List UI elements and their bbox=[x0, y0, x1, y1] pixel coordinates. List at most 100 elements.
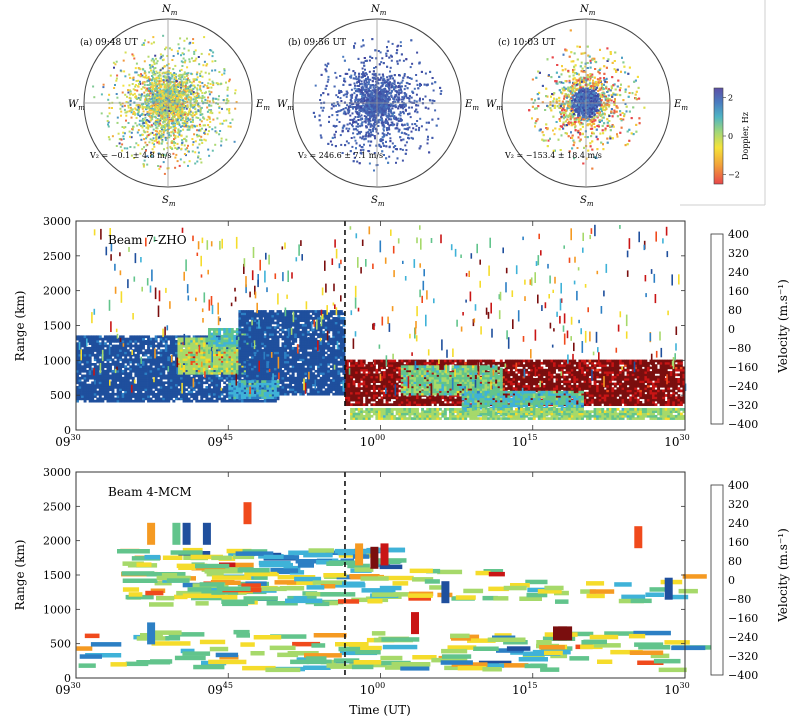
skymap-point bbox=[176, 111, 179, 114]
skymap-point bbox=[399, 41, 402, 44]
skymap-point bbox=[200, 70, 203, 73]
skymap-point bbox=[369, 55, 372, 58]
skymap-point bbox=[145, 95, 148, 98]
skymap-point bbox=[385, 157, 388, 160]
skymap-point bbox=[142, 86, 145, 89]
skymap-point bbox=[405, 95, 408, 98]
skymap-point bbox=[202, 85, 205, 88]
skymap-point bbox=[439, 92, 442, 95]
skymap-point bbox=[139, 80, 141, 83]
skymap-point bbox=[151, 112, 154, 115]
skymap-point bbox=[137, 74, 140, 77]
skymap-point bbox=[166, 109, 168, 112]
skymap-point bbox=[131, 53, 134, 56]
skymap-point bbox=[163, 172, 166, 175]
skymap-point bbox=[124, 126, 127, 129]
skymap-point bbox=[179, 114, 182, 117]
skymap-point bbox=[385, 55, 388, 57]
skymap-point bbox=[397, 119, 400, 122]
skymap-point bbox=[202, 124, 205, 127]
skymap-point bbox=[381, 113, 384, 116]
skymap-point bbox=[111, 107, 113, 109]
skymap-point bbox=[367, 81, 370, 84]
skymap-point bbox=[185, 107, 188, 110]
skymap-point bbox=[176, 103, 179, 106]
skymap-point bbox=[120, 138, 123, 141]
skymap-point bbox=[148, 98, 151, 100]
skymap-point bbox=[145, 104, 148, 107]
skymap-point bbox=[131, 128, 134, 131]
skymap-point bbox=[158, 77, 161, 80]
skymap-point bbox=[168, 89, 170, 91]
skymap-point bbox=[146, 134, 149, 137]
skymap-point bbox=[353, 73, 356, 76]
skymap-point bbox=[130, 111, 133, 114]
skymap-point bbox=[169, 102, 172, 105]
skymap-point bbox=[319, 99, 322, 101]
skymap-point bbox=[320, 73, 323, 76]
skymap-point bbox=[207, 82, 210, 85]
skymap-point bbox=[349, 114, 352, 117]
skymap-point bbox=[147, 98, 150, 101]
skymap-point bbox=[170, 48, 173, 51]
skymap-point bbox=[161, 91, 164, 94]
skymap-point bbox=[408, 97, 411, 100]
skymap-point bbox=[168, 47, 171, 50]
skymap-point bbox=[163, 105, 166, 108]
skymap-point bbox=[148, 71, 151, 74]
skymap-point bbox=[408, 95, 411, 98]
skymap-point bbox=[214, 69, 217, 72]
skymap-point bbox=[155, 122, 158, 125]
skymap-point bbox=[155, 87, 158, 90]
skymap-point bbox=[170, 86, 173, 88]
skymap-point bbox=[146, 119, 149, 122]
skymap-point bbox=[343, 59, 346, 62]
skymap-point bbox=[199, 118, 202, 121]
skymap-point bbox=[355, 147, 357, 150]
skymap-point bbox=[195, 78, 198, 81]
skymap-point bbox=[134, 84, 137, 86]
skymap-point bbox=[188, 160, 191, 163]
skymap-point bbox=[144, 89, 147, 92]
skymap-point bbox=[106, 115, 109, 118]
skymap-point bbox=[218, 106, 221, 109]
skymap-point bbox=[172, 97, 174, 100]
skymap-point bbox=[140, 124, 143, 127]
skymap-point bbox=[179, 69, 181, 72]
skymap-point bbox=[178, 82, 181, 85]
skymap-point bbox=[160, 110, 162, 113]
skymap-point bbox=[361, 146, 364, 148]
skymap-point bbox=[137, 129, 140, 132]
skymap-point bbox=[181, 107, 184, 110]
skymap-point bbox=[158, 114, 160, 117]
skymap-point bbox=[144, 39, 146, 42]
skymap-point bbox=[145, 144, 148, 147]
skymap-point bbox=[155, 94, 158, 97]
skymap-point bbox=[348, 68, 351, 71]
skymap-point bbox=[175, 80, 178, 82]
skymap-point bbox=[157, 132, 160, 135]
skymap-point bbox=[164, 75, 167, 78]
skymap-point bbox=[145, 137, 148, 140]
skymap-point bbox=[154, 115, 157, 118]
skymap-point bbox=[147, 100, 150, 103]
skymap-point bbox=[171, 59, 174, 61]
skymap-point bbox=[397, 107, 400, 110]
skymap-point bbox=[226, 94, 229, 97]
skymap-point bbox=[144, 113, 147, 116]
skymap-point bbox=[168, 134, 171, 136]
skymap-point bbox=[168, 112, 171, 115]
skymap-point bbox=[140, 138, 143, 141]
skymap-point bbox=[368, 105, 371, 108]
skymap-point bbox=[400, 139, 403, 142]
skymap-point bbox=[145, 102, 148, 105]
skymap-point bbox=[199, 72, 202, 75]
skymap-point bbox=[410, 39, 413, 42]
skymap-point bbox=[150, 42, 153, 45]
skymap-point bbox=[340, 143, 343, 146]
skymap-point bbox=[180, 80, 183, 83]
skymap-point bbox=[136, 89, 139, 92]
skymap-point bbox=[128, 73, 131, 76]
skymap-point bbox=[353, 92, 356, 95]
skymap-point bbox=[178, 133, 181, 136]
